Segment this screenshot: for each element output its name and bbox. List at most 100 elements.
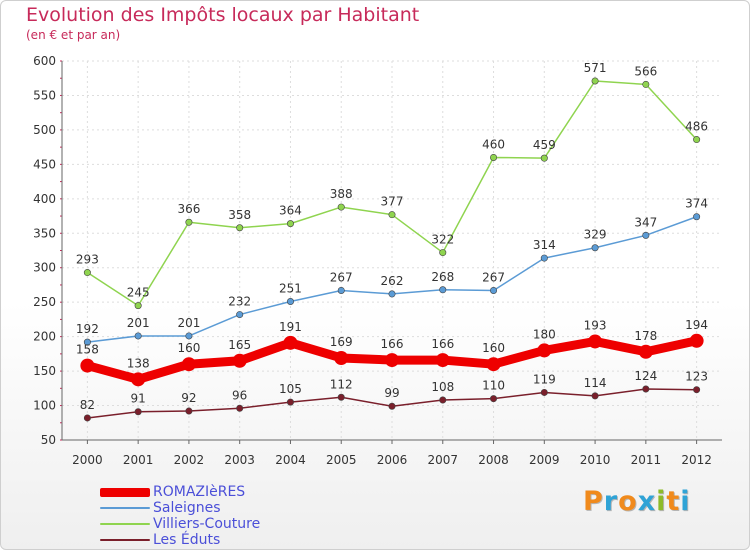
data-label-romazieres: 180	[533, 327, 556, 341]
data-label-les-eduts: 108	[431, 380, 454, 394]
data-point-saleignes	[439, 286, 447, 294]
data-label-romazieres: 191	[279, 320, 302, 334]
x-tick-label: 2004	[275, 453, 306, 467]
data-point-saleignes	[134, 332, 142, 340]
data-point-les-eduts	[83, 414, 91, 422]
data-label-les-eduts: 123	[685, 370, 708, 384]
data-point-les-eduts	[286, 398, 294, 406]
data-label-romazieres: 138	[127, 356, 150, 370]
data-point-les-eduts	[693, 386, 701, 394]
data-label-les-eduts: 114	[584, 376, 607, 390]
data-label-villiers-couture: 377	[381, 195, 404, 209]
data-point-romazieres	[486, 357, 501, 372]
y-tick-label: 100	[33, 399, 56, 413]
x-tick-label: 2007	[427, 453, 458, 467]
data-label-les-eduts: 99	[384, 386, 399, 400]
data-label-saleignes: 374	[685, 197, 708, 211]
data-label-saleignes: 267	[482, 270, 505, 284]
data-label-saleignes: 267	[330, 270, 353, 284]
data-label-villiers-couture: 358	[228, 208, 251, 222]
y-tick-label: 250	[33, 295, 56, 309]
data-label-villiers-couture: 364	[279, 204, 302, 218]
data-label-saleignes: 251	[279, 281, 302, 295]
data-point-les-eduts	[236, 404, 244, 412]
data-label-villiers-couture: 293	[76, 253, 99, 267]
legend-swatch	[100, 487, 150, 497]
legend-swatch	[100, 507, 150, 509]
data-label-les-eduts: 112	[330, 377, 353, 391]
data-point-les-eduts	[540, 388, 548, 396]
data-point-les-eduts	[490, 395, 498, 403]
data-label-les-eduts: 119	[533, 372, 556, 386]
data-label-les-eduts: 124	[634, 369, 657, 383]
proxiti-logo: Proxiti	[583, 486, 691, 517]
data-label-les-eduts: 82	[80, 398, 95, 412]
legend-item-villiers-couture: Villiers-Couture	[100, 516, 260, 532]
data-label-saleignes: 268	[431, 270, 454, 284]
data-label-villiers-couture: 366	[177, 202, 200, 216]
y-tick-label: 350	[33, 226, 56, 240]
data-label-romazieres: 166	[381, 337, 404, 351]
legend-label: Saleignes	[153, 500, 221, 516]
chart-subtitle: (en € et par an)	[26, 28, 121, 42]
x-tick-label: 2009	[529, 453, 560, 467]
data-point-les-eduts	[185, 407, 193, 415]
data-point-romazieres	[638, 344, 653, 359]
data-label-romazieres: 193	[584, 318, 607, 332]
y-tick-label: 600	[33, 54, 56, 68]
data-point-saleignes	[286, 297, 294, 305]
data-point-saleignes	[591, 244, 599, 252]
x-tick-label: 2005	[326, 453, 357, 467]
data-point-les-eduts	[439, 396, 447, 404]
data-point-saleignes	[337, 286, 345, 294]
data-point-romazieres	[588, 334, 603, 349]
data-point-romazieres	[537, 343, 552, 358]
data-point-saleignes	[642, 231, 650, 239]
legend: ROMAZIèRES Saleignes Villiers-Couture Les É…	[100, 484, 260, 548]
data-point-saleignes	[83, 338, 91, 346]
data-point-romazieres	[131, 372, 146, 387]
data-point-saleignes	[236, 311, 244, 319]
data-point-villiers-couture	[185, 218, 193, 226]
data-point-villiers-couture	[83, 269, 91, 277]
x-tick-label: 2012	[681, 453, 712, 467]
y-tick-label: 400	[33, 192, 56, 206]
data-label-villiers-couture: 571	[584, 61, 607, 75]
y-tick-label: 50	[41, 433, 56, 447]
x-tick-label: 2000	[72, 453, 103, 467]
data-labels: 192 201 201 232 251 267 262 268 267 314 329 347 374 2…	[76, 61, 708, 412]
data-point-romazieres	[385, 353, 399, 368]
data-point-villiers-couture	[388, 211, 396, 219]
chart-title: Evolution des Impôts locaux par Habitant	[26, 4, 420, 26]
y-tick-label: 550	[33, 88, 56, 102]
x-tick-label: 2006	[377, 453, 408, 467]
data-point-villiers-couture	[286, 220, 294, 228]
data-label-saleignes: 201	[127, 316, 150, 330]
x-tick-label: 2002	[174, 453, 205, 467]
data-point-les-eduts	[642, 385, 650, 393]
data-point-villiers-couture	[490, 153, 498, 161]
x-tick-label: 2001	[123, 453, 154, 467]
data-label-romazieres: 178	[634, 329, 657, 343]
data-point-villiers-couture	[337, 203, 345, 211]
data-label-saleignes: 314	[533, 238, 556, 252]
data-point-romazieres	[181, 357, 196, 372]
logo-letter: r	[603, 486, 619, 517]
data-point-les-eduts	[134, 408, 142, 416]
data-point-villiers-couture	[134, 302, 142, 310]
axes: 50 100 150 200 250 300 350 400 450 500 550 600 2000 2…	[33, 54, 722, 467]
data-point-villiers-couture	[236, 224, 244, 232]
x-tick-label: 2008	[478, 453, 509, 467]
data-label-saleignes: 329	[584, 228, 607, 242]
data-point-romazieres	[283, 335, 298, 350]
legend-label: Les Éduts	[153, 532, 221, 548]
data-point-romazieres	[435, 353, 450, 368]
data-label-romazieres: 160	[177, 341, 200, 355]
x-tick-label: 2003	[224, 453, 255, 467]
x-tick-label: 2010	[580, 453, 611, 467]
data-label-villiers-couture: 322	[431, 233, 454, 247]
data-label-les-eduts: 105	[279, 382, 302, 396]
data-point-saleignes	[185, 332, 193, 340]
legend-label: ROMAZIèRES	[153, 484, 246, 500]
